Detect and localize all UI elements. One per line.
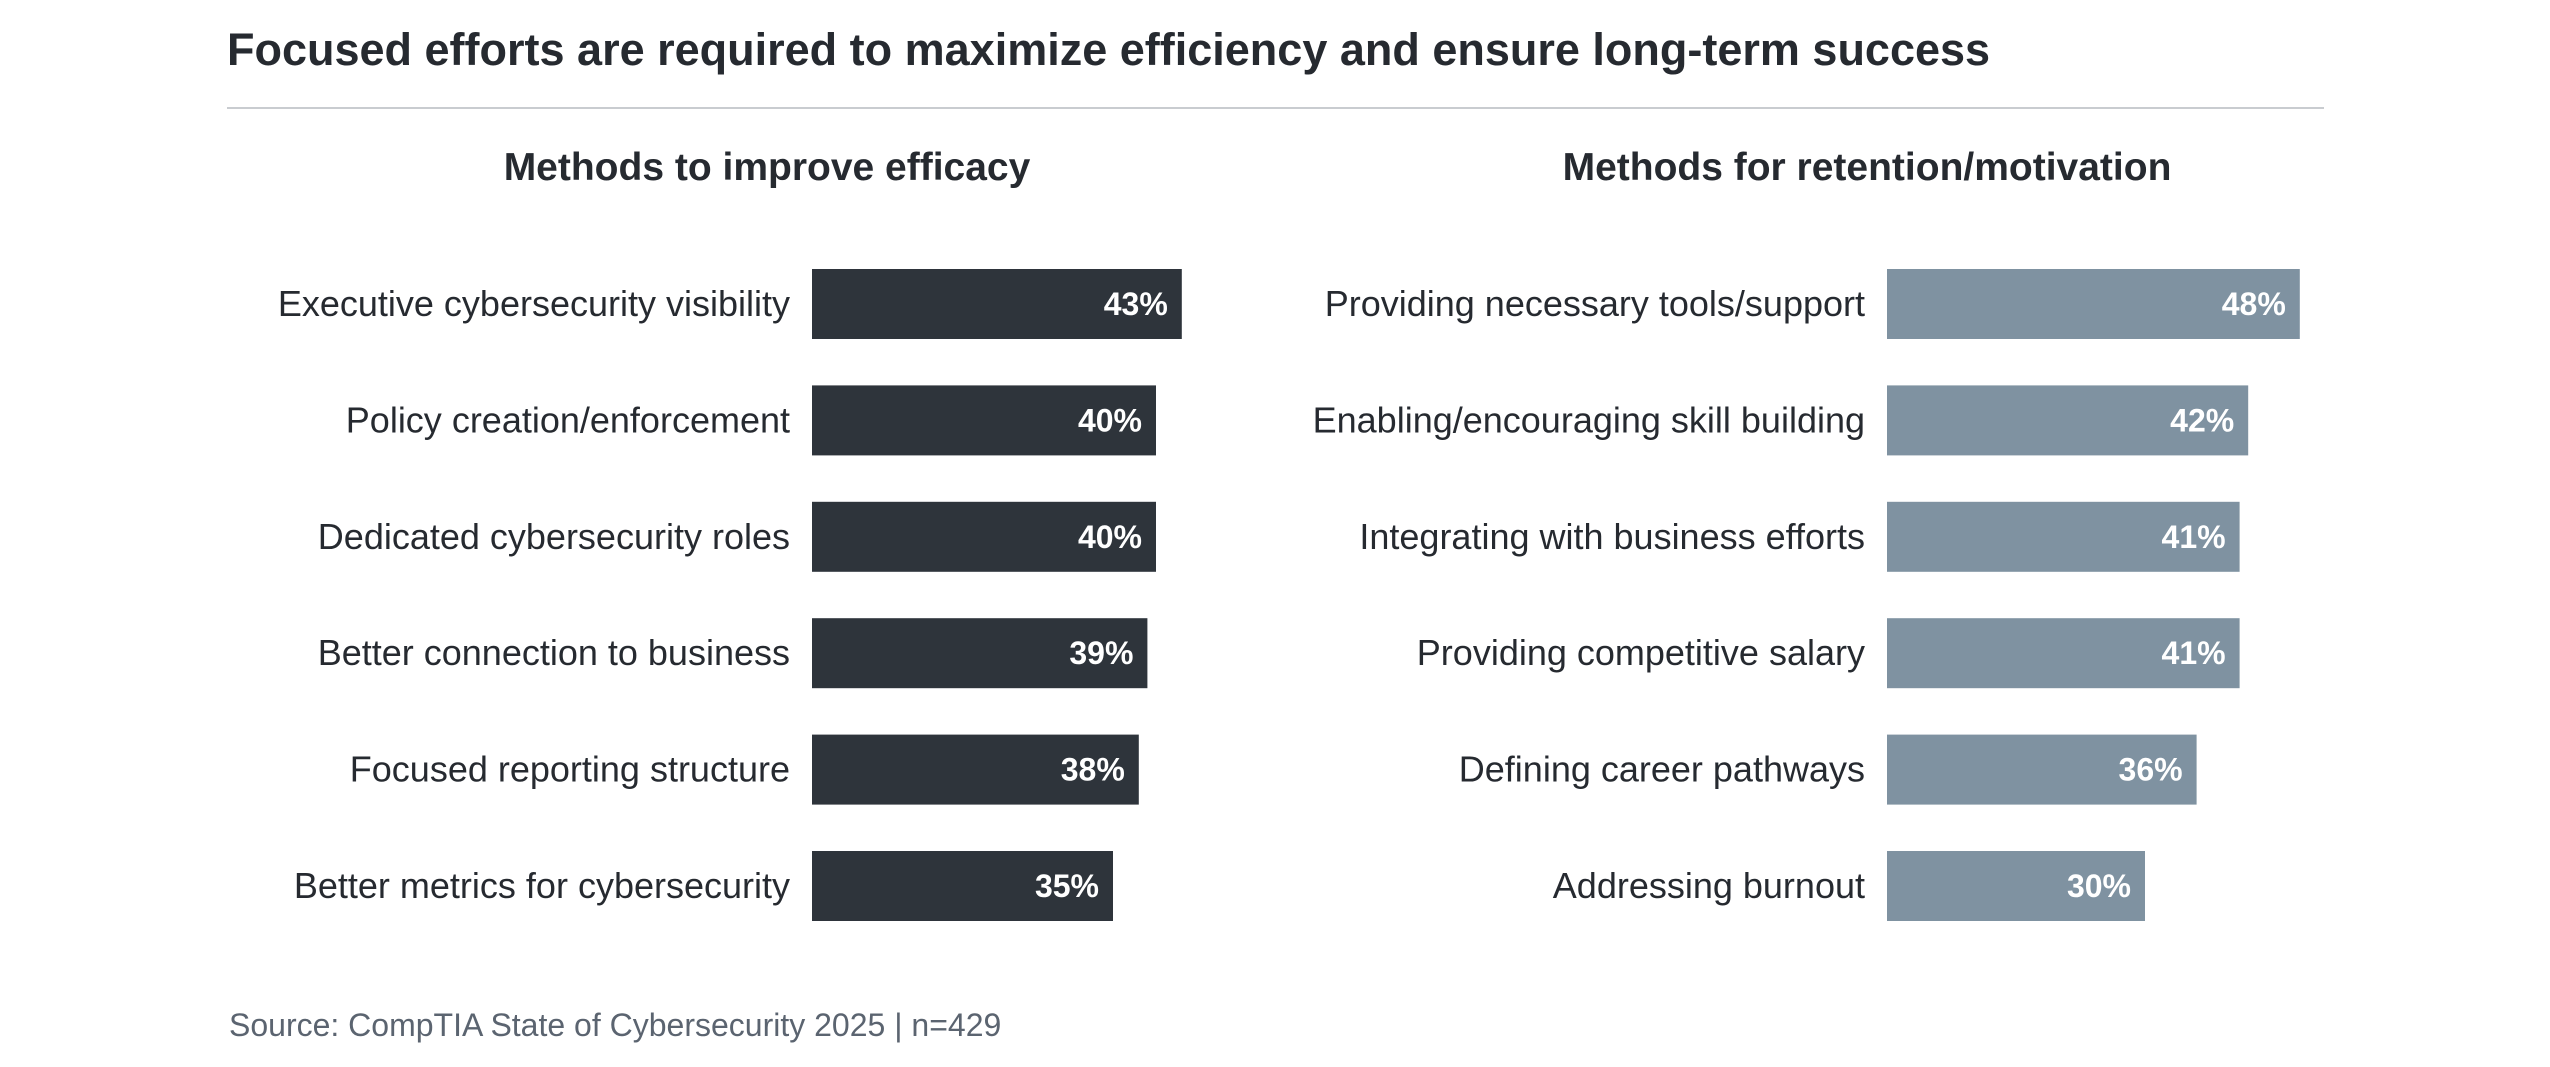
efficacy-chart: Methods to improve efficacy Executive cyb… [278,146,1182,921]
efficacy-bar [812,269,1182,339]
retention-category-label: Defining career pathways [1459,749,1865,790]
charts-canvas: Methods to improve efficacy Executive cyb… [278,146,2300,921]
retention-chart: Methods for retention/motivation Providin… [1313,146,2300,921]
retention-bar [1887,734,2197,805]
efficacy-bar [812,734,1139,805]
efficacy-value-label: 40% [1078,402,1142,438]
efficacy-value-label: 39% [1069,635,1133,671]
efficacy-bar [812,851,1113,921]
page-title: Focused efforts are required to maximize… [227,24,1991,75]
efficacy-bar [812,501,1156,572]
retention-category-label: Providing necessary tools/support [1325,283,1865,324]
retention-category-label: Providing competitive salary [1417,632,1865,673]
efficacy-bar [812,618,1148,689]
efficacy-value-label: 40% [1078,519,1142,555]
retention-bar [1887,618,2240,689]
retention-value-label: 48% [2222,286,2286,322]
retention-bar [1887,385,2249,456]
retention-value-label: 30% [2067,868,2131,904]
efficacy-category-label: Executive cybersecurity visibility [278,283,790,324]
source-note: Source: CompTIA State of Cybersecurity 2… [229,1007,1002,1043]
retention-bar [1887,269,2300,339]
retention-value-label: 42% [2170,402,2234,438]
retention-value-label: 41% [2162,519,2226,555]
retention-category-label: Addressing burnout [1553,865,1865,906]
retention-value-label: 36% [2119,752,2183,788]
efficacy-chart-title: Methods to improve efficacy [504,146,1031,189]
efficacy-category-label: Policy creation/enforcement [346,399,790,440]
retention-chart-title: Methods for retention/motivation [1563,146,2172,189]
retention-category-label: Enabling/encouraging skill building [1313,399,1865,440]
retention-category-label: Integrating with business efforts [1359,516,1865,557]
efficacy-value-label: 38% [1061,752,1125,788]
efficacy-value-label: 35% [1035,868,1099,904]
efficacy-category-label: Better connection to business [318,632,790,673]
efficacy-bar [812,385,1156,456]
efficacy-category-label: Focused reporting structure [350,749,790,790]
efficacy-category-label: Better metrics for cybersecurity [294,865,790,906]
retention-bar [1887,851,2145,921]
efficacy-value-label: 43% [1104,286,1168,322]
title-divider [227,107,2324,109]
retention-value-label: 41% [2162,635,2226,671]
efficacy-category-label: Dedicated cybersecurity roles [318,516,790,557]
retention-bar [1887,501,2240,572]
